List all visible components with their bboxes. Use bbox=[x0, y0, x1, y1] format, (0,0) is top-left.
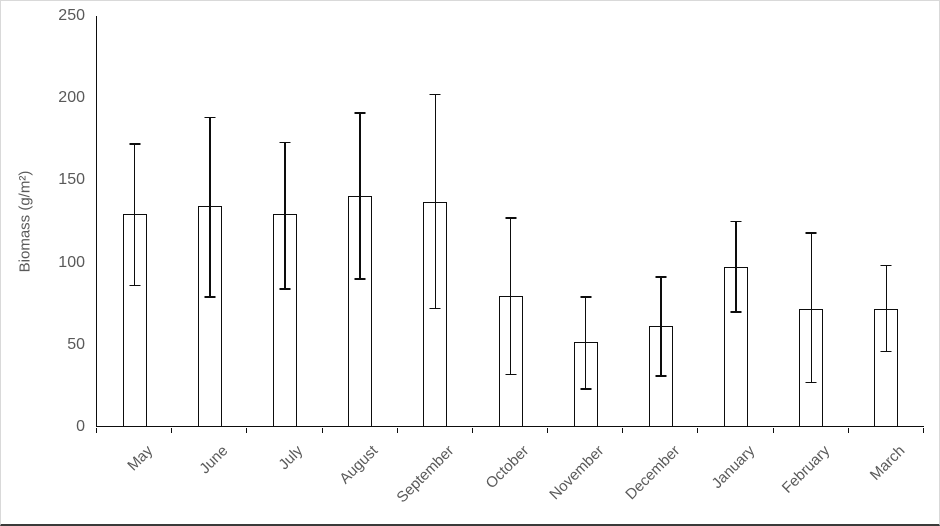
y-tick-label-100: 100 bbox=[58, 253, 85, 271]
error-cap-top-june bbox=[204, 116, 216, 119]
error-cap-top-october bbox=[505, 217, 517, 219]
error-cap-top-august bbox=[354, 112, 366, 114]
error-bar-february bbox=[810, 232, 813, 384]
category-october bbox=[473, 16, 548, 426]
error-cap-top-december bbox=[655, 276, 667, 278]
y-tick-label-250: 250 bbox=[58, 7, 85, 24]
category-january bbox=[699, 16, 774, 426]
category-september bbox=[398, 16, 473, 426]
error-bar-january bbox=[735, 220, 737, 313]
error-bar-may bbox=[133, 143, 136, 287]
error-cap-bottom-march bbox=[880, 350, 892, 353]
x-axis-tick bbox=[547, 427, 549, 433]
y-tick-label-200: 200 bbox=[58, 89, 85, 107]
category-july bbox=[247, 16, 322, 426]
error-cap-top-march bbox=[880, 264, 892, 267]
error-bar-october bbox=[509, 217, 512, 376]
x-axis-tick bbox=[321, 427, 323, 433]
error-cap-bottom-september bbox=[429, 307, 441, 310]
error-cap-bottom-february bbox=[805, 381, 817, 384]
y-tick-label-0: 0 bbox=[76, 418, 85, 435]
error-cap-bottom-may bbox=[129, 284, 141, 287]
error-cap-bottom-august bbox=[354, 278, 366, 280]
x-axis-tick bbox=[171, 427, 173, 433]
x-axis-tick bbox=[923, 427, 924, 433]
error-cap-bottom-november bbox=[580, 388, 592, 390]
y-tick-label-150: 150 bbox=[58, 171, 85, 189]
error-bar-july bbox=[284, 141, 286, 290]
error-bar-august bbox=[359, 112, 361, 280]
error-cap-top-january bbox=[730, 220, 742, 222]
y-axis-title: Biomass (g/m²) bbox=[16, 170, 34, 273]
x-axis-tick bbox=[246, 427, 248, 433]
category-may bbox=[97, 16, 172, 426]
error-bar-march bbox=[885, 264, 888, 353]
error-bar-november bbox=[584, 296, 587, 390]
error-cap-bottom-january bbox=[730, 311, 742, 313]
category-june bbox=[172, 16, 247, 426]
error-bar-june bbox=[209, 116, 211, 298]
category-march bbox=[849, 16, 924, 426]
error-cap-bottom-july bbox=[279, 288, 291, 290]
error-cap-top-september bbox=[429, 93, 441, 96]
error-cap-top-may bbox=[129, 143, 141, 145]
category-august bbox=[323, 16, 398, 426]
category-november bbox=[548, 16, 623, 426]
category-february bbox=[774, 16, 849, 426]
error-cap-bottom-october bbox=[505, 373, 517, 376]
x-axis-tick bbox=[96, 427, 97, 433]
category-december bbox=[623, 16, 698, 426]
x-axis-tick bbox=[396, 427, 398, 433]
plot-area bbox=[96, 16, 924, 433]
error-bar-december bbox=[660, 276, 662, 377]
x-axis-tick bbox=[697, 427, 699, 433]
error-bar-september bbox=[434, 93, 437, 310]
x-axis-tick bbox=[471, 427, 473, 433]
x-axis-tick bbox=[847, 427, 849, 433]
error-cap-top-february bbox=[805, 232, 817, 234]
error-cap-bottom-december bbox=[655, 375, 667, 377]
bar-september bbox=[423, 202, 448, 426]
y-tick-label-50: 50 bbox=[67, 335, 85, 353]
error-cap-top-july bbox=[279, 141, 291, 144]
x-tick-label-may: May bbox=[123, 442, 156, 475]
error-cap-top-november bbox=[580, 296, 592, 298]
x-axis-tick bbox=[622, 427, 624, 433]
x-axis-tick bbox=[772, 427, 774, 433]
error-cap-bottom-june bbox=[204, 296, 216, 298]
